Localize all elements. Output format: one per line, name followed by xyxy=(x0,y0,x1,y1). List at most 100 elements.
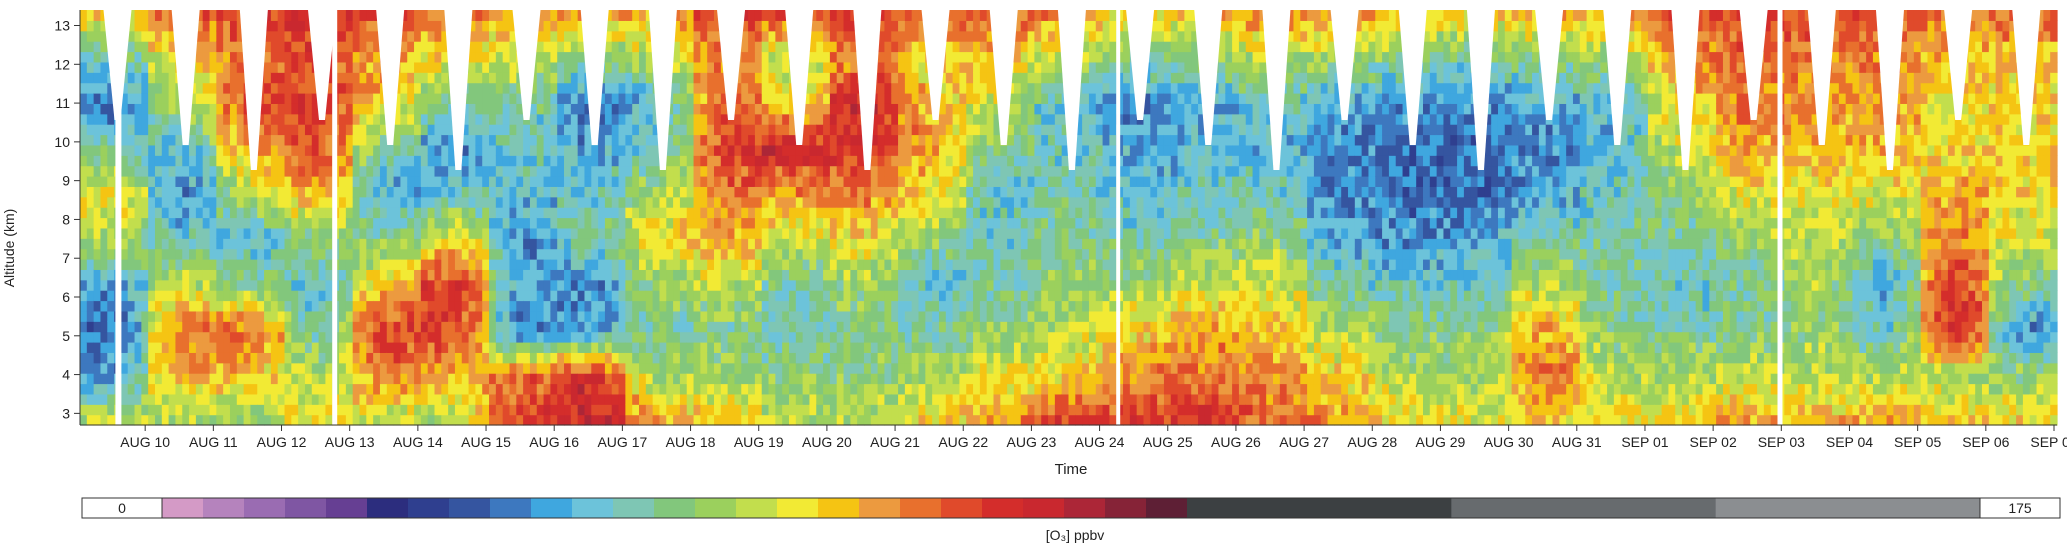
heatmap-cell xyxy=(891,227,899,239)
heatmap-cell xyxy=(611,217,620,229)
heatmap-cell xyxy=(509,290,517,302)
heatmap-cell xyxy=(707,155,715,167)
heatmap-cell xyxy=(700,144,708,156)
heatmap-cell xyxy=(482,103,490,115)
heatmap-cell xyxy=(618,279,626,291)
heatmap-cell xyxy=(850,217,858,229)
heatmap-cell xyxy=(693,30,701,42)
heatmap-cell xyxy=(714,93,722,104)
heatmap-cell xyxy=(229,51,238,63)
heatmap-cell xyxy=(93,310,102,322)
heatmap-cell xyxy=(625,176,633,187)
heatmap-cell xyxy=(80,41,88,53)
heatmap-cell xyxy=(584,290,592,302)
heatmap-cell xyxy=(80,165,88,177)
heatmap-cell xyxy=(243,155,252,167)
heatmap-cell xyxy=(148,373,156,385)
heatmap-cell xyxy=(543,238,551,250)
heatmap-cell xyxy=(202,342,211,353)
heatmap-cell xyxy=(100,124,108,136)
heatmap-cell xyxy=(570,82,579,94)
heatmap-cell xyxy=(788,134,797,146)
heatmap-cell xyxy=(509,20,517,32)
heatmap-cell xyxy=(148,217,156,229)
heatmap-cell xyxy=(891,165,899,177)
heatmap-cell xyxy=(802,113,811,125)
heatmap-cell xyxy=(489,404,497,416)
heatmap-cell xyxy=(339,72,347,84)
heatmap-cell xyxy=(598,165,606,177)
heatmap-cell xyxy=(863,362,872,374)
heatmap-cell xyxy=(489,383,497,395)
heatmap-cell xyxy=(257,331,265,343)
heatmap-cell xyxy=(543,51,551,63)
heatmap-cell xyxy=(829,269,838,281)
heatmap-cell xyxy=(495,310,504,322)
heatmap-cell xyxy=(523,124,531,136)
heatmap-cell xyxy=(154,176,163,187)
heatmap-cell xyxy=(345,217,354,229)
heatmap-cell xyxy=(775,393,783,405)
heatmap-cell xyxy=(714,103,722,115)
heatmap-cell xyxy=(434,321,442,333)
heatmap-cell xyxy=(264,30,272,42)
heatmap-cell xyxy=(802,93,811,104)
heatmap-cell xyxy=(141,30,149,42)
heatmap-cell xyxy=(693,279,701,291)
heatmap-cell xyxy=(591,259,599,270)
heatmap-cell xyxy=(734,383,742,395)
heatmap-cell xyxy=(284,30,292,42)
heatmap-cell xyxy=(148,238,156,250)
heatmap-cell xyxy=(898,404,906,416)
heatmap-cell xyxy=(236,30,245,42)
heatmap-cell xyxy=(291,393,299,405)
heatmap-cell xyxy=(304,342,313,353)
heatmap-cell xyxy=(857,383,865,395)
heatmap-cell xyxy=(134,248,142,260)
heatmap-cell xyxy=(645,362,654,374)
heatmap-cell xyxy=(904,196,913,208)
heatmap-cell xyxy=(870,165,879,177)
heatmap-cell xyxy=(673,144,681,156)
heatmap-cell xyxy=(782,300,790,312)
heatmap-cell xyxy=(775,165,783,177)
heatmap-cell xyxy=(495,165,504,177)
heatmap-cell xyxy=(652,331,661,343)
heatmap-cell xyxy=(891,124,899,136)
heatmap-cell xyxy=(270,342,279,353)
heatmap-cell xyxy=(611,279,620,291)
heatmap-cell xyxy=(679,155,688,167)
heatmap-cell xyxy=(291,227,299,239)
heatmap-cell xyxy=(502,269,511,281)
heatmap-cell xyxy=(229,155,238,167)
heatmap-cell xyxy=(195,414,204,426)
heatmap-cell xyxy=(454,207,463,219)
heatmap-cell xyxy=(611,227,620,239)
heatmap-cell xyxy=(352,10,361,21)
heatmap-cell xyxy=(857,176,865,187)
heatmap-cell xyxy=(175,207,183,219)
heatmap-cell xyxy=(829,124,838,136)
heatmap-cell xyxy=(393,134,402,146)
heatmap-cell xyxy=(707,51,715,63)
heatmap-cell xyxy=(373,259,381,270)
heatmap-cell xyxy=(877,321,886,333)
heatmap-cell xyxy=(632,176,640,187)
heatmap-cell xyxy=(795,300,804,312)
heatmap-cell xyxy=(700,352,708,364)
heatmap-cell xyxy=(645,41,654,53)
heatmap-cell xyxy=(468,310,476,322)
heatmap-cell xyxy=(414,290,422,302)
heatmap-cell xyxy=(127,321,136,333)
heatmap-cell xyxy=(93,124,102,136)
heatmap-cell xyxy=(898,61,906,73)
heatmap-cell xyxy=(468,259,476,270)
heatmap-cell xyxy=(570,404,579,416)
heatmap-cell xyxy=(618,41,626,53)
heatmap-cell xyxy=(339,176,347,187)
heatmap-cell xyxy=(264,331,272,343)
heatmap-cell xyxy=(829,217,838,229)
heatmap-cell xyxy=(829,113,838,125)
heatmap-cell xyxy=(857,393,865,405)
heatmap-cell xyxy=(120,186,129,198)
